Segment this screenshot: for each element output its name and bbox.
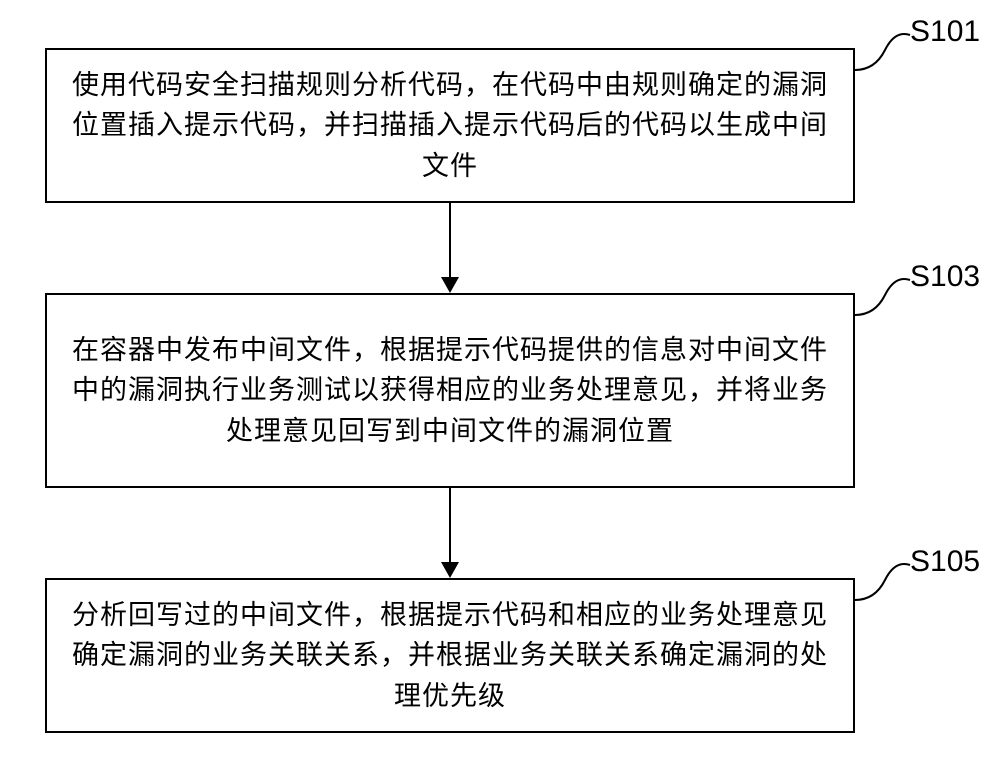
process-box-3: 分析回写过的中间文件，根据提示代码和相应的业务处理意见确定漏洞的业务关联关系，并…	[45, 578, 855, 733]
box-2-text: 在容器中发布中间文件，根据提示代码提供的信息对中间文件中的漏洞执行业务测试以获得…	[67, 330, 833, 452]
arrow-line-2	[449, 488, 451, 562]
box-1-text: 使用代码安全扫描规则分析代码，在代码中由规则确定的漏洞位置插入提示代码，并扫描插…	[67, 65, 833, 187]
connector-curve-2	[855, 275, 925, 325]
flowchart-container: 使用代码安全扫描规则分析代码，在代码中由规则确定的漏洞位置插入提示代码，并扫描插…	[0, 0, 1000, 767]
process-box-1: 使用代码安全扫描规则分析代码，在代码中由规则确定的漏洞位置插入提示代码，并扫描插…	[45, 48, 855, 203]
connector-curve-1	[855, 30, 925, 80]
box-3-text: 分析回写过的中间文件，根据提示代码和相应的业务处理意见确定漏洞的业务关联关系，并…	[67, 595, 833, 717]
connector-curve-3	[855, 560, 925, 610]
process-box-2: 在容器中发布中间文件，根据提示代码提供的信息对中间文件中的漏洞执行业务测试以获得…	[45, 293, 855, 488]
arrow-head-2	[441, 562, 459, 578]
arrow-line-1	[449, 203, 451, 277]
arrow-head-1	[441, 277, 459, 293]
